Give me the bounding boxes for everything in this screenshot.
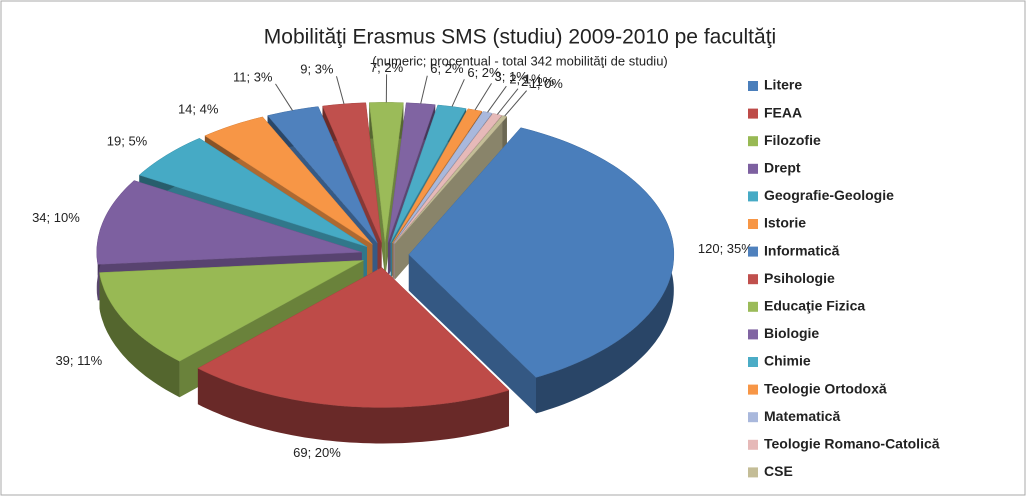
- slice: [204, 116, 373, 245]
- leader-line: [496, 88, 519, 115]
- leader-line: [275, 83, 293, 111]
- slice: [99, 260, 364, 362]
- data-label: 120; 35%: [698, 241, 753, 256]
- legend-swatch: [748, 357, 758, 367]
- legend-label: CSE: [764, 463, 793, 479]
- legend-label: Psihologie: [764, 270, 835, 286]
- slice: [387, 102, 436, 243]
- data-label: 69; 20%: [293, 445, 341, 460]
- slice-wall: [369, 102, 386, 279]
- leader-line: [336, 76, 345, 105]
- legend-label: Drept: [764, 160, 801, 176]
- data-label: 6; 2%: [467, 65, 501, 80]
- slice-side: [502, 115, 507, 153]
- data-label: 6; 2%: [430, 61, 464, 76]
- data-label: 1; 0%: [530, 76, 564, 91]
- leader-line: [504, 90, 527, 117]
- leader-line: [451, 79, 465, 107]
- legend-label: FEAA: [764, 104, 802, 120]
- slice: [267, 106, 378, 244]
- slice-wall: [408, 254, 537, 414]
- legend-label: Biologie: [764, 325, 819, 341]
- data-label: 14; 4%: [178, 101, 219, 116]
- legend-label: Informatică: [764, 242, 840, 258]
- slice: [392, 108, 483, 244]
- chart-subtitle: (numeric; procentual - total 342 mobilit…: [372, 53, 668, 68]
- legend-swatch: [748, 136, 758, 147]
- legend-label: Litere: [764, 77, 802, 93]
- data-label: 34; 10%: [32, 210, 80, 225]
- legend-label: Istorie: [764, 215, 806, 231]
- data-label: 9; 3%: [300, 62, 334, 77]
- legend-swatch: [748, 412, 758, 423]
- data-label: 2; 1%: [521, 74, 555, 89]
- slice-side: [197, 368, 509, 444]
- slice-side: [99, 272, 180, 398]
- legend-swatch: [748, 439, 758, 450]
- data-label: 39; 11%: [55, 353, 102, 368]
- data-label: 7; 2%: [370, 60, 404, 75]
- legend-label: Teologie Ortodoxă: [764, 380, 887, 396]
- slice: [138, 138, 368, 248]
- legend-swatch: [748, 81, 758, 91]
- leader-line: [420, 75, 428, 104]
- leader-line: [487, 85, 507, 113]
- legend-label: Geografie-Geologie: [764, 187, 894, 203]
- legend-label: Chimie: [764, 353, 811, 369]
- data-label: 11; 3%: [233, 69, 273, 84]
- slice: [408, 127, 675, 378]
- legend-swatch: [748, 329, 758, 340]
- slice: [96, 180, 362, 265]
- pie: [96, 102, 675, 444]
- chart-title: Mobilităţi Erasmus SMS (studiu) 2009-201…: [264, 26, 776, 49]
- slice-group: [197, 267, 510, 444]
- legend-label: Filozofie: [764, 132, 821, 148]
- legend-swatch: [748, 274, 758, 285]
- legend-swatch: [748, 108, 758, 119]
- slice: [322, 102, 382, 243]
- leader-line: [474, 83, 492, 111]
- slice: [197, 267, 510, 408]
- legend-swatch: [748, 301, 758, 312]
- legend-label: Teologie Romano-Catolică: [764, 436, 940, 452]
- legend-swatch: [748, 467, 758, 478]
- legend-swatch: [748, 163, 758, 174]
- slice-group: [408, 127, 675, 414]
- legend-label: Matematică: [764, 408, 840, 424]
- legend-swatch: [748, 219, 758, 229]
- data-label: 19; 5%: [107, 133, 148, 148]
- legend-swatch: [748, 191, 758, 202]
- legend-swatch: [748, 384, 758, 395]
- data-label: 2; 1%: [509, 72, 543, 87]
- data-label: 3; 1%: [495, 69, 529, 84]
- legend-label: Educaţie Fizica: [764, 298, 865, 314]
- legend-swatch: [748, 246, 758, 257]
